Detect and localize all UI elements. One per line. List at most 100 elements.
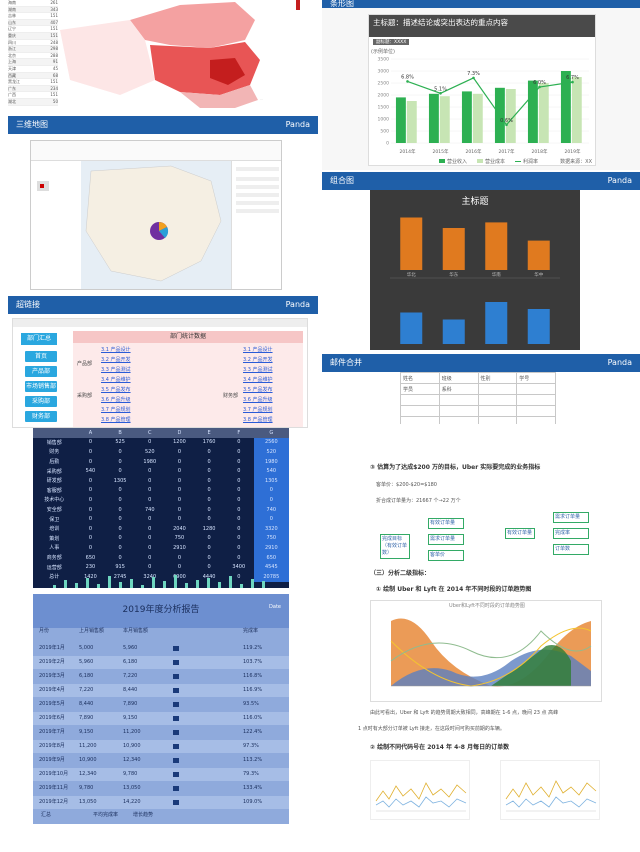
dept-group-label: 采购部 (77, 393, 93, 399)
map3d-canvas[interactable] (81, 161, 231, 289)
report-cell: 2019年3月 (39, 673, 65, 679)
province-name: 广西 (8, 92, 16, 98)
province-value: 248 (50, 39, 58, 45)
dark-dashboard-bars (53, 575, 265, 588)
bar-chart-section-title: 条形图 (330, 0, 354, 8)
spark-bar (229, 576, 232, 588)
margin-data-label: 0.6% (500, 118, 513, 124)
report-cell: 113.2% (243, 757, 263, 763)
spark-bar (97, 584, 100, 588)
dept-link-button[interactable]: 市场销售部 (25, 381, 57, 392)
province-value: 407 (50, 19, 58, 25)
dark-table-cell: 人事 (49, 545, 60, 552)
dept-hyperlink[interactable]: 3.5 产品发布 (243, 387, 273, 393)
mail-merge-cell (477, 383, 518, 395)
trend-chart: Uber和Lyft不同时段的订单趋势图 (370, 600, 602, 702)
map3d-brand: Panda (285, 120, 310, 129)
dept-link-button[interactable]: 产品部 (25, 366, 57, 377)
report-bar-marker (173, 716, 179, 721)
dept-hyperlink[interactable]: 3.6 产品升级 (101, 397, 131, 403)
chart-title: 主标题：描述结论或突出表达的重点内容 (373, 18, 508, 27)
dark-table-row: 人事 0 0 0 2910 0 0 2910 (33, 543, 289, 553)
report-bar-marker (173, 786, 179, 791)
dark-table-row: 研发部 0 1305 0 0 0 0 1305 (33, 475, 289, 486)
dark-table-row: 策划 0 0 0 750 0 0 750 (33, 533, 289, 544)
dark-table-row: 安全部 0 0 740 0 0 0 740 (33, 504, 289, 515)
dark-table-cell: 3400 (232, 564, 246, 571)
tree-left-node2: 需求订单量 (428, 534, 464, 545)
dept-hyperlink[interactable]: 3.8 产品管理 (101, 417, 131, 423)
spark-bar (108, 576, 111, 588)
dark-table-cell: 0 (237, 506, 241, 513)
tree-left-node1: 有效订单量 (428, 518, 464, 529)
dark-table-cell: 0 (237, 516, 241, 523)
dept-hyperlink[interactable]: 3.3 产品测试 (101, 367, 131, 373)
dark-table-cell: 0 (118, 544, 122, 551)
province-row: 海南 261 (8, 0, 58, 7)
dark-table-cell: 0 (118, 496, 122, 503)
dark-table-cell: 0 (207, 448, 211, 455)
dark-table-cell: 客服部 (46, 487, 62, 494)
dark-table-cell: 0 (177, 477, 182, 484)
report-cell: 116.9% (243, 687, 263, 693)
dark-table-cell: 0 (118, 506, 122, 513)
annual-report-panel: 2019年度分析报告 Date 月份 上月销售额 本月销售额 完成率 2019年1月 5… (33, 594, 289, 824)
dark-table-cell: 540 (253, 466, 289, 476)
dark-table-cell: 0 (88, 477, 93, 484)
dark-table-cell: 2910 (253, 543, 289, 553)
dept-hyperlink[interactable]: 3.1 产品设计 (243, 347, 273, 353)
report-column-header: 本月销售额 (123, 628, 149, 634)
spark-bar (240, 584, 243, 588)
province-row: 浙江 298 (8, 46, 58, 53)
report-footer-cell: 汇总 (41, 812, 52, 818)
report-cell: 12,340 (123, 757, 141, 763)
dept-hyperlink[interactable]: 3.2 产品开发 (101, 357, 131, 363)
dark-table-cell: 0 (118, 535, 122, 542)
dept-link-button[interactable]: 财务部 (25, 411, 57, 422)
dept-hyperlink[interactable]: 3.4 产品维护 (243, 377, 273, 383)
dept-hyperlink[interactable]: 3.1 产品设计 (101, 347, 131, 353)
dark-table-cell: 0 (237, 448, 241, 455)
province-value: 68 (52, 72, 58, 78)
mail-merge-section-title: 邮件合并 (330, 358, 362, 367)
report-bar-marker (173, 660, 179, 665)
tree-right-node1: 需求订单量 (553, 512, 589, 523)
report-cell: 12,340 (79, 771, 97, 777)
dept-hyperlink[interactable]: 3.5 产品发布 (101, 387, 131, 393)
dept-hyperlink[interactable]: 3.4 产品维护 (101, 377, 131, 383)
dark-table-cell: 0 (148, 487, 152, 494)
dark-table-row: 客服部 0 0 0 0 0 0 0 (33, 485, 289, 496)
dark-table-cell: 0 (237, 487, 241, 494)
dept-hyperlink[interactable]: 3.6 产品升级 (243, 397, 273, 403)
report-bar-marker (173, 800, 179, 805)
province-name: 天津 (8, 66, 16, 71)
tree-right-node2: 完成率 (553, 528, 589, 539)
report-cell: 8,440 (123, 687, 138, 693)
daily-chart-2 (500, 760, 600, 820)
map-region-west (60, 20, 155, 95)
report-cell: 5,960 (79, 659, 94, 665)
dark-table-cell: 0 (148, 535, 152, 542)
dept-hyperlink[interactable]: 3.8 产品管理 (243, 417, 273, 423)
dark-table-header-cell: D (164, 428, 195, 438)
mail-merge-cell (516, 416, 556, 424)
report-document: ③ 估算为了达成$200 万的目标，Uber 实际要完成的业务指标 客单价：$2… (330, 456, 630, 848)
y-tick-label: 1000 (378, 117, 390, 123)
margin-data-label: 7.3% (467, 71, 480, 77)
dept-hyperlink[interactable]: 3.2 产品开发 (243, 357, 273, 363)
dept-hyperlink[interactable]: 3.3 产品测试 (243, 367, 273, 373)
report-cell: 2019年10月 (39, 771, 69, 777)
dark-table-cell: 0 (148, 554, 152, 561)
report-cell: 103.7% (243, 659, 263, 665)
mail-merge-cell (516, 383, 556, 395)
revenue-bar (428, 93, 439, 143)
mail-merge-cell: 班级 (438, 372, 479, 384)
spark-bar (152, 577, 155, 588)
dept-link-button[interactable]: 首页 (25, 351, 57, 362)
dept-link-button[interactable]: 采购部 (25, 396, 57, 407)
mail-merge-row (400, 394, 556, 406)
dark-table-cell: 0 (237, 458, 241, 465)
dept-hyperlink[interactable]: 3.7 产品规划 (243, 407, 273, 413)
dept-hyperlink[interactable]: 3.7 产品规划 (101, 407, 131, 413)
dark-table-cell: 后勤 (49, 459, 60, 466)
